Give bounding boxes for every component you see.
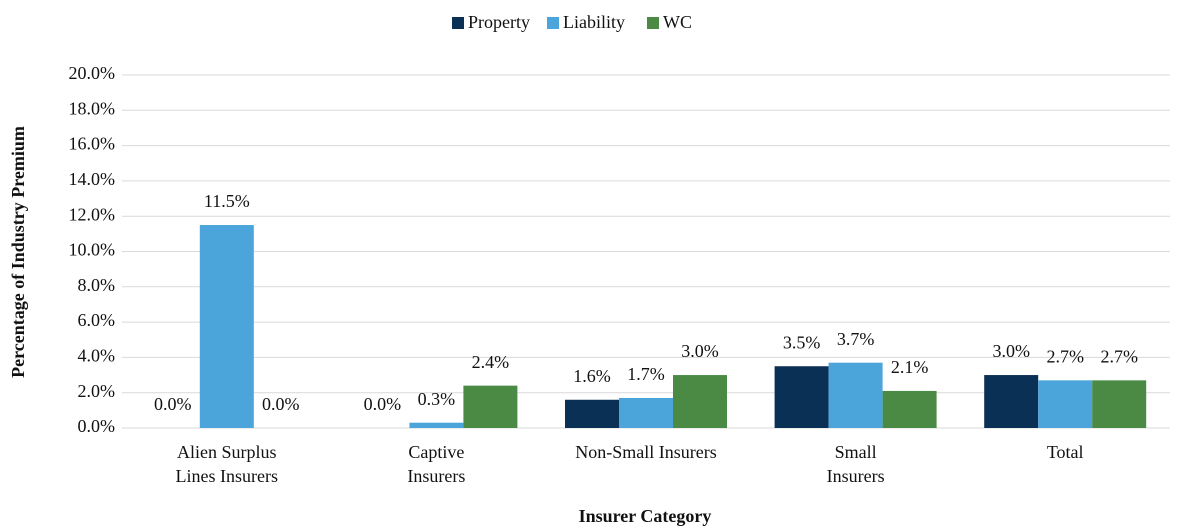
y-tick-label: 16.0% bbox=[69, 134, 116, 154]
legend-label: Property bbox=[468, 12, 530, 32]
y-tick-label: 10.0% bbox=[69, 240, 116, 260]
y-tick-label: 0.0% bbox=[78, 416, 116, 436]
bar bbox=[463, 385, 518, 428]
y-tick-label: 12.0% bbox=[69, 204, 116, 224]
x-tick-label: Captive Insurers bbox=[407, 442, 466, 486]
data-label: 3.7% bbox=[837, 329, 875, 349]
data-label: 0.3% bbox=[418, 389, 456, 409]
x-tick-label: Total bbox=[1046, 442, 1084, 462]
bar bbox=[774, 366, 829, 428]
data-label: 2.4% bbox=[472, 352, 510, 372]
data-label: 1.6% bbox=[573, 366, 611, 386]
data-label: 2.1% bbox=[891, 357, 929, 377]
data-label: 0.0% bbox=[262, 394, 300, 414]
x-tick-label: Non-Small Insurers bbox=[575, 442, 717, 462]
data-label: 0.0% bbox=[154, 394, 192, 414]
y-tick-label: 6.0% bbox=[78, 310, 116, 330]
bar bbox=[565, 399, 619, 428]
data-label: 11.5% bbox=[204, 191, 250, 211]
x-tick-label: Small Insurers bbox=[826, 442, 885, 486]
x-axis-title: Insurer Category bbox=[579, 506, 712, 526]
y-axis-title: Percentage of Industry Premium bbox=[8, 126, 28, 378]
legend-swatch bbox=[547, 17, 559, 29]
bar bbox=[673, 375, 727, 428]
legend-label: Liability bbox=[563, 12, 625, 32]
bar bbox=[199, 225, 254, 428]
legend-swatch bbox=[647, 17, 659, 29]
bar bbox=[1092, 380, 1147, 428]
y-tick-label: 2.0% bbox=[78, 381, 116, 401]
bar bbox=[1038, 380, 1093, 428]
bar bbox=[619, 397, 673, 428]
bar bbox=[984, 375, 1039, 428]
data-label: 1.7% bbox=[627, 364, 665, 384]
data-label: 2.7% bbox=[1046, 346, 1084, 366]
y-tick-label: 18.0% bbox=[69, 98, 116, 118]
bar bbox=[882, 390, 937, 428]
legend-label: WC bbox=[663, 12, 692, 32]
y-tick-label: 4.0% bbox=[78, 346, 116, 366]
data-label: 2.7% bbox=[1100, 346, 1138, 366]
data-label: 3.0% bbox=[992, 341, 1030, 361]
legend-swatch bbox=[452, 17, 464, 29]
y-tick-label: 14.0% bbox=[69, 169, 116, 189]
data-label: 0.0% bbox=[364, 394, 402, 414]
x-tick-label: Alien Surplus Lines Insurers bbox=[175, 442, 279, 486]
bar bbox=[409, 422, 464, 428]
data-label: 3.0% bbox=[681, 341, 719, 361]
bar bbox=[828, 362, 883, 428]
data-label: 3.5% bbox=[783, 332, 821, 352]
y-tick-label: 8.0% bbox=[78, 275, 116, 295]
y-tick-label: 20.0% bbox=[69, 63, 116, 83]
